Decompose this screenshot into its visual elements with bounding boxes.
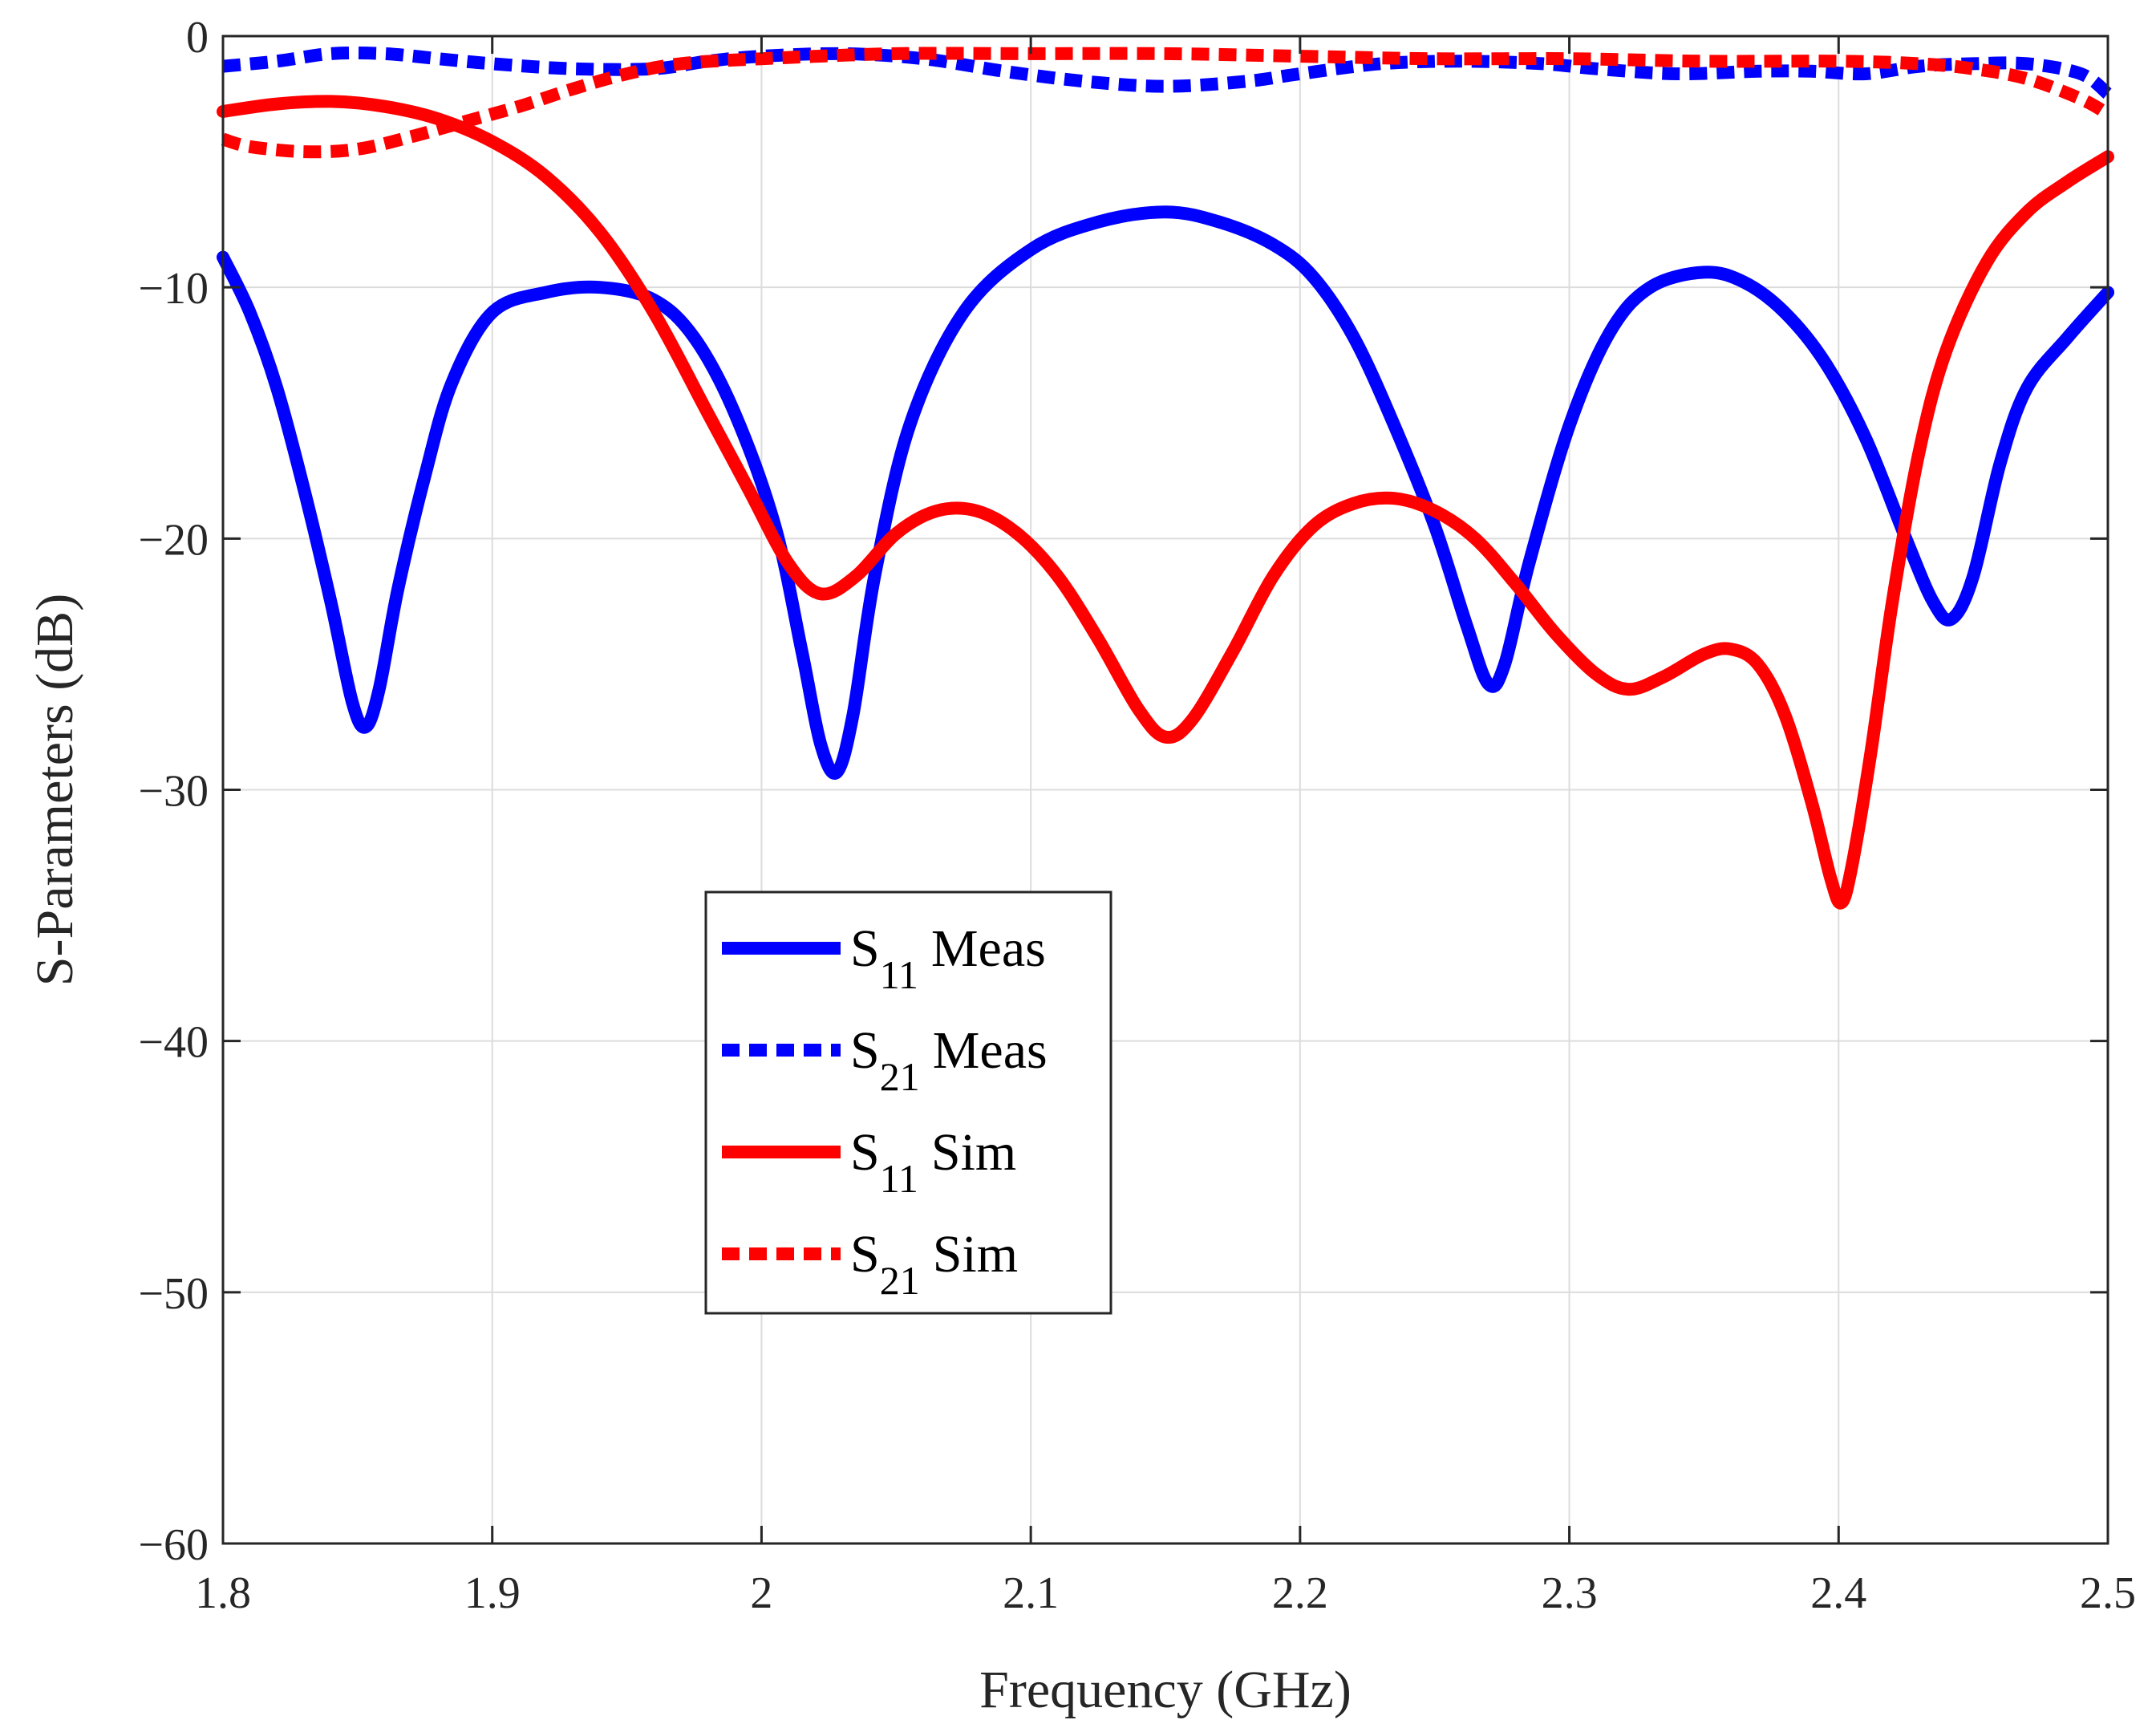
x-tick-label: 2.1: [1003, 1568, 1059, 1618]
y-tick-label: −40: [138, 1018, 209, 1068]
x-tick-label: 2.5: [2080, 1568, 2136, 1618]
legend-item-s21-sim: S21 Sim: [722, 1225, 1018, 1303]
x-tick-label: 2.3: [1542, 1568, 1598, 1618]
grid: [222, 35, 2109, 1544]
y-axis-label: S-Parameters (dB): [26, 594, 84, 986]
y-tick-label: −50: [138, 1269, 209, 1319]
y-tick-label: −60: [138, 1520, 209, 1570]
y-tick-label: 0: [186, 13, 209, 63]
series-line-s11-sim: [217, 95, 2114, 910]
legend-label: S11 Meas: [850, 919, 1046, 997]
y-tick-label: −30: [138, 767, 209, 817]
x-axis-label: Frequency (GHz): [979, 1661, 1352, 1719]
legend: S11 Meas S21 Meas S11 Sim S21 Sim: [704, 890, 1112, 1315]
x-tick-label: 1.8: [195, 1568, 251, 1618]
series-line-s21-meas: [222, 46, 2113, 99]
legend-item-s21-meas: S21 Meas: [722, 1021, 1048, 1099]
x-tick-label: 2.4: [1810, 1568, 1866, 1618]
legend-label: S21 Sim: [850, 1225, 1018, 1303]
legend-label: S21 Meas: [850, 1021, 1048, 1099]
y-tick-label: −10: [138, 264, 209, 314]
x-tick-label: 1.9: [464, 1568, 521, 1618]
series-lines: [217, 46, 2114, 910]
x-tick-label: 2: [750, 1568, 772, 1618]
series-line-s11-meas: [217, 205, 2114, 780]
y-tick-labels: 0 −10 −20 −30 −40 −50 −60: [138, 13, 209, 1570]
legend-label: S11 Sim: [850, 1123, 1016, 1201]
x-tick-label: 2.2: [1272, 1568, 1328, 1618]
legend-item-s11-sim: S11 Sim: [722, 1123, 1016, 1201]
legend-item-s11-meas: S11 Meas: [722, 919, 1046, 997]
x-tick-labels: 1.8 1.9 2 2.1 2.2 2.3 2.4 2.5: [195, 1568, 2136, 1618]
y-tick-label: −20: [138, 515, 209, 565]
axis-ticks: [221, 34, 2109, 1545]
legend-box: [704, 890, 1112, 1315]
